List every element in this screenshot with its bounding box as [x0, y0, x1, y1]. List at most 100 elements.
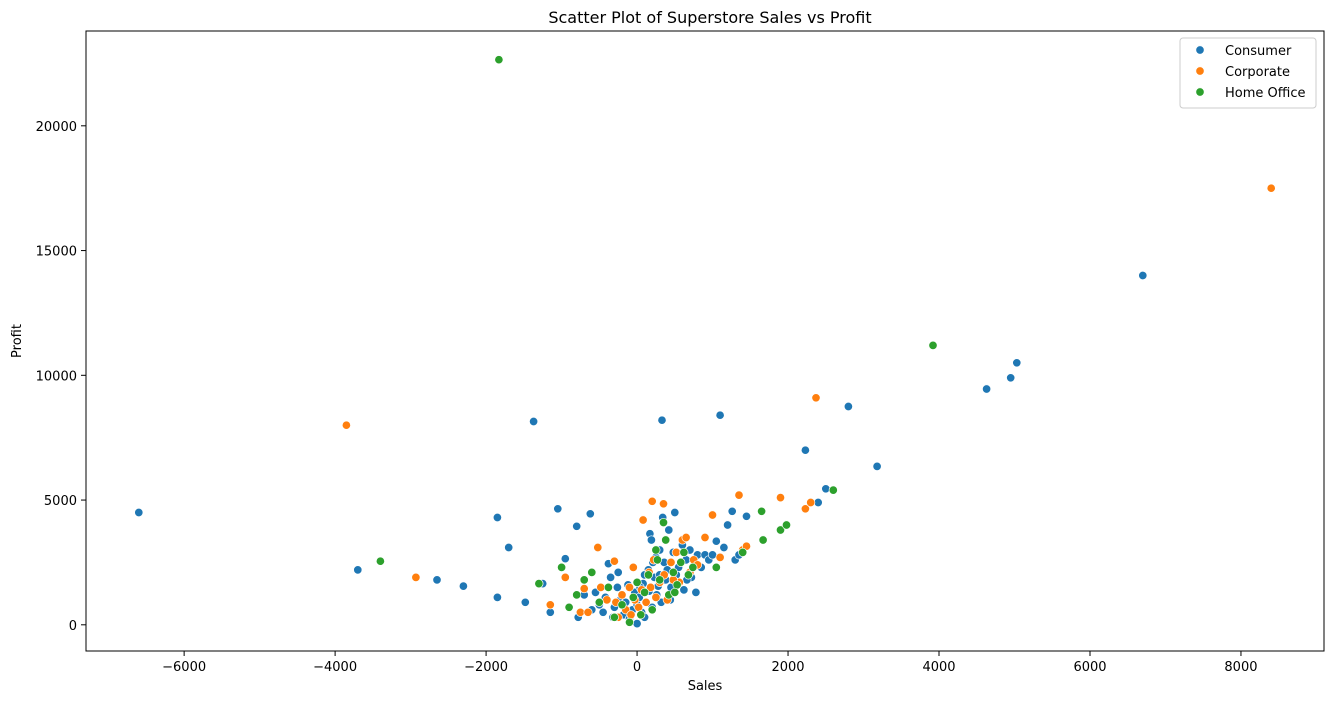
x-tick-label: 8000	[1224, 660, 1257, 675]
data-point-consumer	[723, 520, 733, 530]
data-point-consumer	[1138, 270, 1148, 281]
data-point-corporate	[596, 582, 606, 592]
data-point-consumer	[1012, 358, 1022, 368]
data-point-consumer	[572, 521, 582, 531]
data-point-consumer	[872, 461, 882, 471]
data-point-home-office	[668, 567, 678, 577]
data-point-home-office	[655, 575, 665, 585]
data-point-consumer	[670, 507, 680, 518]
legend-marker	[1195, 66, 1205, 76]
data-point-corporate	[647, 496, 657, 506]
chart-title: Scatter Plot of Superstore Sales vs Prof…	[548, 8, 871, 27]
data-point-consumer	[664, 525, 674, 535]
data-point-consumer	[727, 506, 737, 516]
data-point-consumer	[520, 597, 530, 607]
plot-frame	[85, 30, 1325, 652]
data-point-consumer	[982, 384, 992, 394]
points-layer	[134, 55, 1276, 629]
data-point-corporate	[666, 557, 676, 567]
y-axis: 0 5000 10000 15000 20000	[36, 120, 86, 634]
data-point-home-office	[640, 587, 650, 597]
data-point-home-office	[572, 590, 582, 600]
legend-label: Home Office	[1225, 86, 1305, 101]
data-point-corporate	[560, 572, 570, 582]
x-tick-label: 4000	[922, 660, 955, 675]
data-point-home-office	[758, 535, 768, 545]
data-point-consumer	[612, 582, 622, 592]
data-point-consumer	[458, 581, 468, 591]
data-point-consumer	[529, 416, 539, 427]
data-point-corporate	[800, 504, 810, 514]
data-point-corporate	[626, 610, 636, 620]
data-point-corporate	[707, 510, 718, 520]
data-point-consumer	[553, 504, 563, 514]
data-point-home-office	[652, 555, 662, 565]
data-point-consumer	[545, 607, 555, 617]
data-point-corporate	[646, 582, 656, 592]
data-point-corporate	[624, 582, 635, 592]
data-point-home-office	[683, 570, 693, 580]
data-point-home-office	[688, 562, 698, 572]
data-point-home-office	[828, 485, 838, 495]
data-point-corporate	[700, 532, 710, 543]
data-point-home-office	[557, 562, 567, 572]
data-point-consumer	[1006, 373, 1016, 383]
legend: Consumer Corporate Home Office	[1179, 37, 1317, 109]
data-point-consumer	[613, 567, 623, 577]
data-point-corporate	[671, 547, 681, 557]
data-point-corporate	[583, 607, 593, 617]
data-point-home-office	[670, 587, 680, 597]
data-point-home-office	[628, 592, 638, 602]
y-tick-label: 20000	[36, 120, 77, 135]
data-point-home-office	[647, 605, 657, 615]
data-point-consumer	[741, 511, 752, 521]
data-point-consumer	[707, 550, 718, 560]
data-point-corporate	[715, 552, 725, 562]
data-point-consumer	[504, 542, 514, 553]
x-axis-label: Sales	[688, 679, 723, 694]
data-point-home-office	[711, 562, 721, 572]
y-tick-label: 0	[69, 619, 77, 634]
data-point-corporate	[411, 572, 421, 582]
data-point-corporate	[1266, 183, 1276, 193]
data-point-consumer	[711, 536, 721, 546]
data-point-consumer	[560, 554, 570, 564]
data-point-home-office	[534, 579, 544, 589]
data-point-consumer	[632, 619, 642, 629]
y-axis-label: Profit	[10, 324, 25, 358]
data-point-consumer	[800, 445, 810, 455]
data-point-home-office	[594, 597, 604, 607]
x-tick-label: 2000	[771, 660, 804, 675]
data-point-home-office	[587, 567, 597, 577]
data-point-home-office	[676, 557, 686, 567]
data-point-home-office	[775, 525, 786, 535]
data-point-consumer	[492, 512, 502, 523]
data-point-home-office	[564, 602, 574, 612]
data-point-home-office	[679, 547, 689, 557]
data-point-home-office	[643, 570, 653, 580]
data-point-consumer	[598, 607, 608, 617]
data-point-consumer	[719, 542, 729, 553]
data-point-corporate	[641, 597, 651, 607]
data-point-corporate	[609, 556, 619, 566]
y-tick-label: 10000	[36, 369, 77, 384]
data-point-home-office	[661, 535, 671, 545]
data-point-home-office	[375, 556, 385, 566]
data-point-consumer	[821, 484, 831, 494]
y-tick-label: 15000	[36, 245, 77, 260]
data-point-corporate	[602, 595, 612, 605]
data-point-consumer	[679, 585, 689, 595]
x-axis: −6000 −4000 −2000 0 2000 4000 6000 8000	[162, 651, 1258, 675]
data-point-corporate	[806, 497, 816, 508]
data-point-home-office	[658, 517, 669, 528]
data-point-corporate	[658, 499, 669, 509]
data-point-home-office	[738, 547, 748, 557]
data-point-consumer	[353, 565, 363, 575]
y-tick-label: 5000	[44, 494, 77, 509]
x-tick-label: 6000	[1073, 660, 1106, 675]
data-point-home-office	[579, 575, 589, 585]
data-point-corporate	[681, 532, 691, 543]
legend-frame	[1179, 37, 1317, 109]
data-point-consumer	[432, 575, 442, 585]
